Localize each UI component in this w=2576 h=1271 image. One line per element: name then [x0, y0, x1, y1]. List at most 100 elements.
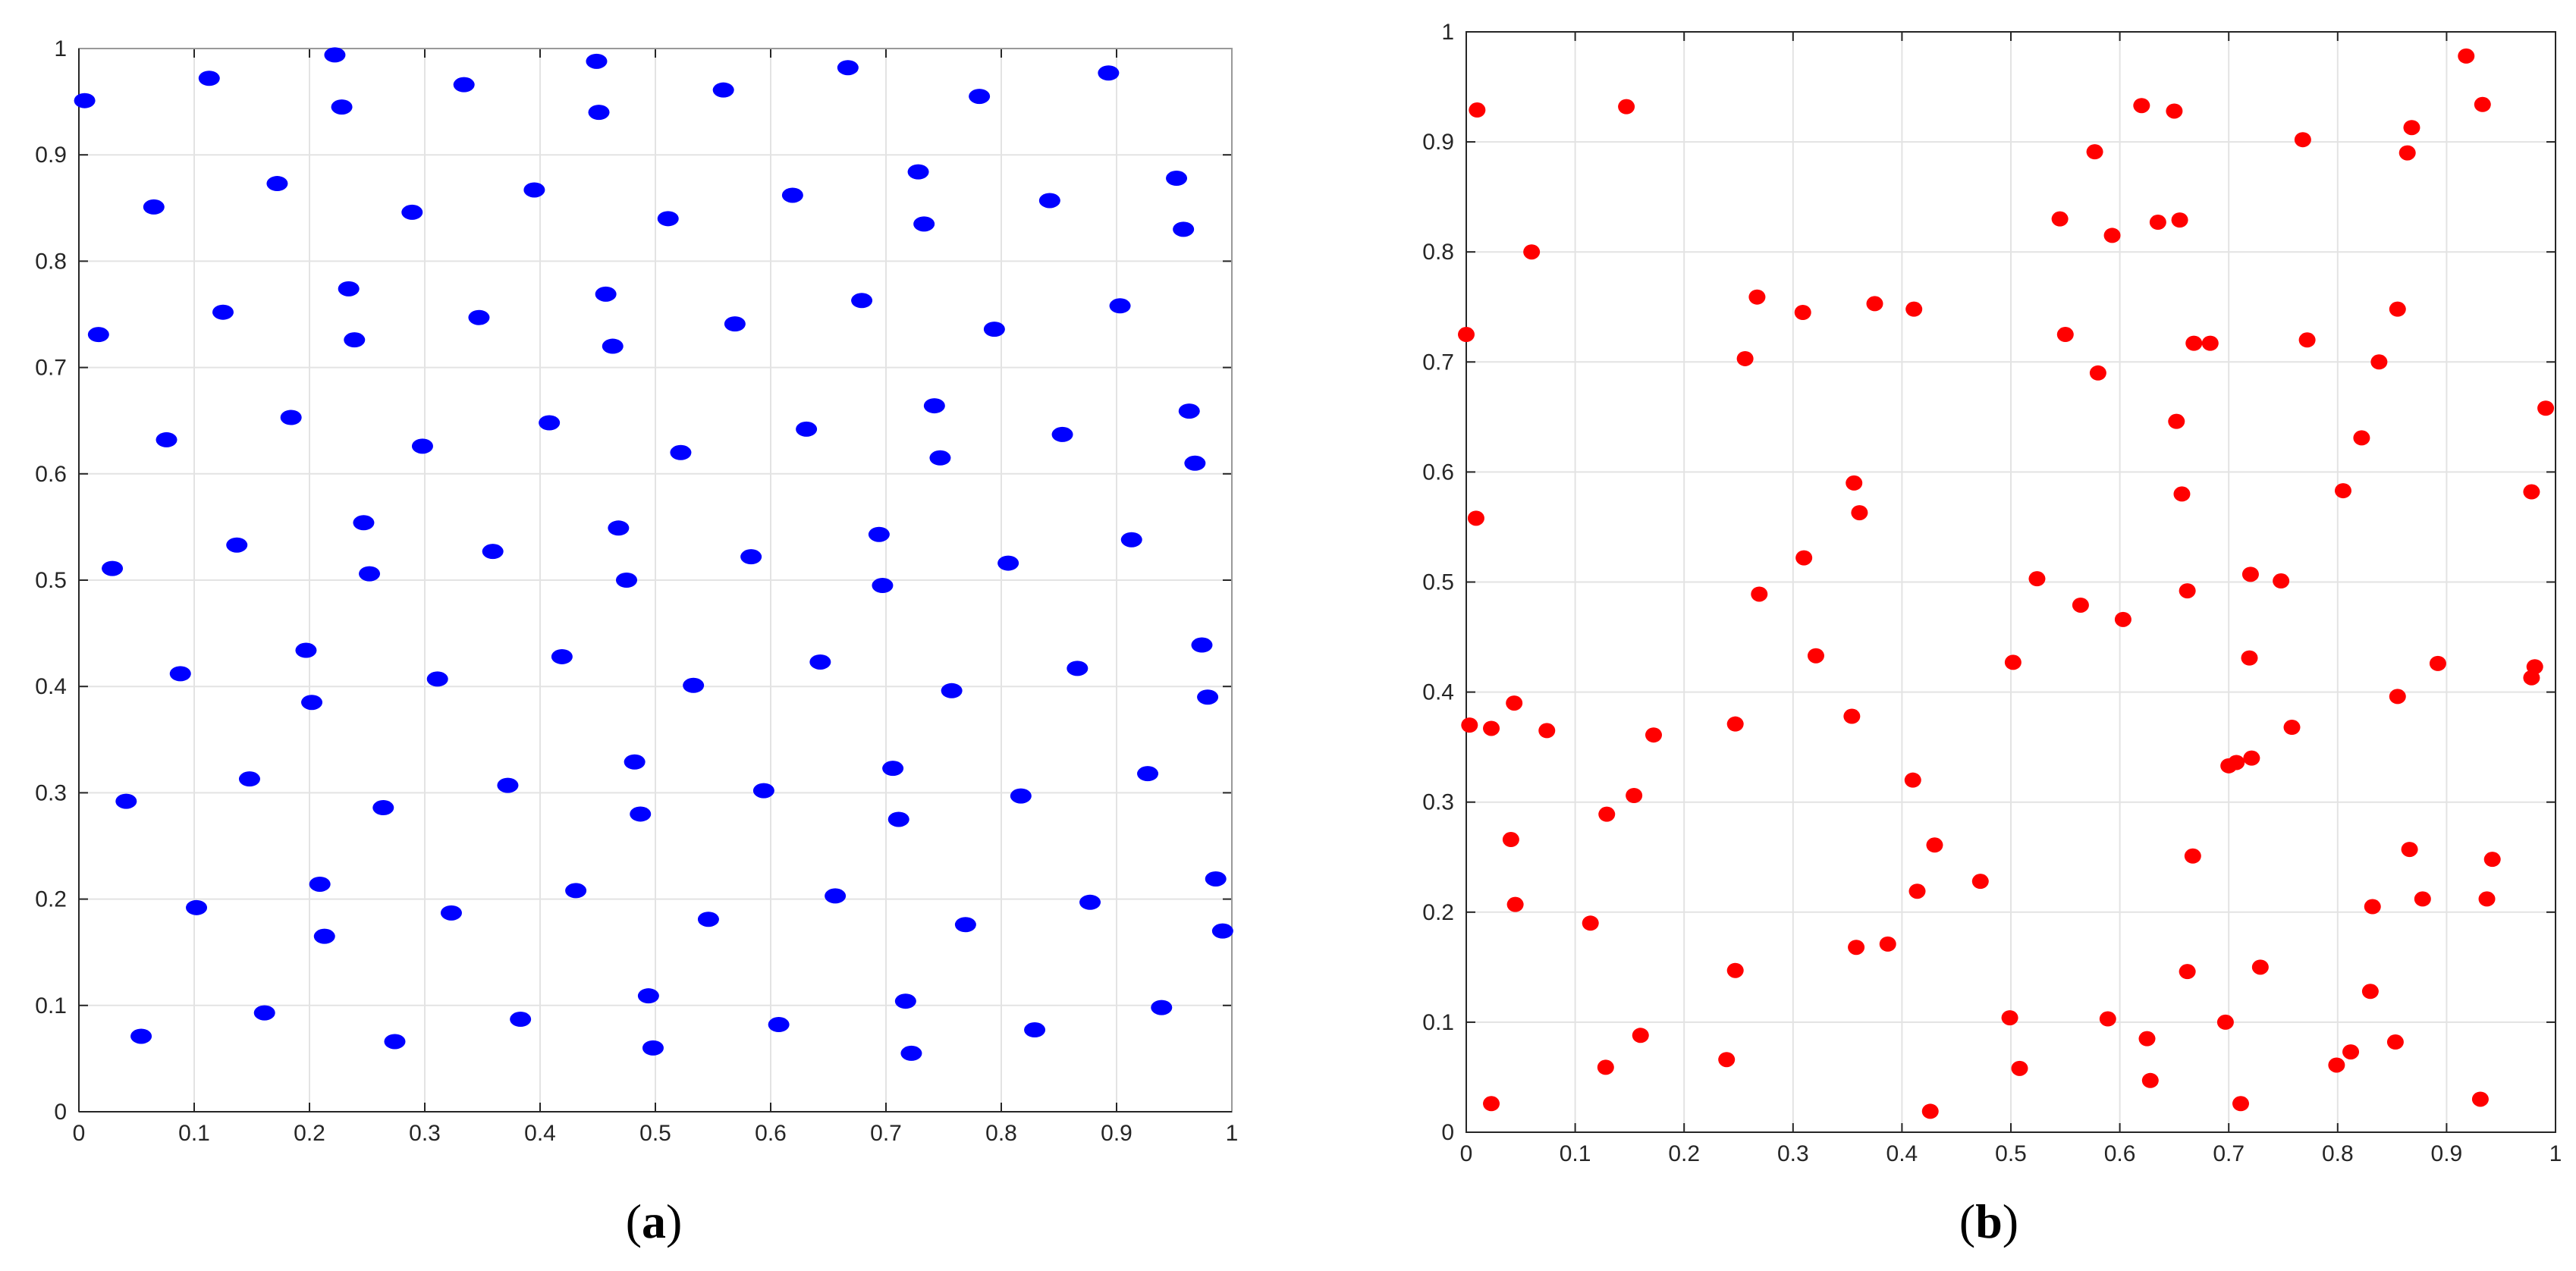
- y-tick-label: 0.5: [1422, 570, 1454, 595]
- x-tick-label: 1: [2549, 1141, 2562, 1166]
- caption-b-letter: b: [1975, 1194, 2003, 1248]
- x-tick-label: 1: [1226, 1121, 1239, 1146]
- y-tick-label: 0.6: [1422, 460, 1454, 485]
- data-point: [2028, 571, 2046, 587]
- data-point: [894, 993, 916, 1009]
- data-point: [2086, 144, 2103, 160]
- data-point: [1626, 787, 1643, 803]
- x-tick-label: 0.5: [1995, 1141, 2027, 1166]
- data-point: [2011, 1060, 2028, 1076]
- data-point: [923, 398, 945, 414]
- data-point: [2184, 848, 2201, 864]
- data-point: [1866, 296, 1883, 312]
- y-tick-label: 0.1: [35, 993, 67, 1018]
- y-tick-label: 0.9: [35, 143, 67, 168]
- data-point: [2403, 120, 2420, 136]
- data-point: [588, 105, 610, 121]
- x-tick-label: 0.3: [1777, 1141, 1809, 1166]
- data-point: [253, 1005, 275, 1021]
- x-tick-label: 0.7: [870, 1121, 902, 1146]
- data-point: [608, 520, 630, 536]
- data-point: [2364, 899, 2381, 915]
- data-point: [497, 777, 519, 793]
- y-tick-label: 0: [54, 1100, 67, 1125]
- data-point: [2241, 566, 2259, 582]
- x-tick-label: 0.1: [1560, 1141, 1591, 1166]
- x-tick-label: 0.9: [1101, 1121, 1132, 1146]
- data-point: [2328, 1057, 2345, 1073]
- data-point: [1067, 661, 1089, 676]
- data-point: [900, 1045, 922, 1061]
- data-point: [781, 187, 803, 203]
- data-point: [624, 754, 646, 770]
- data-point: [2166, 103, 2183, 119]
- y-tick-label: 0.2: [1422, 900, 1454, 925]
- data-point: [1795, 550, 1813, 566]
- data-point: [1726, 962, 1744, 978]
- x-tick-label: 0.8: [985, 1121, 1017, 1146]
- data-point: [2523, 670, 2540, 686]
- data-point: [1598, 806, 1616, 822]
- data-point: [1191, 637, 1213, 653]
- data-point: [280, 410, 302, 425]
- data-point: [1483, 1096, 1500, 1112]
- data-point: [941, 683, 963, 698]
- data-point: [1458, 327, 1475, 343]
- data-point: [1851, 505, 1868, 521]
- data-point: [1726, 716, 1744, 732]
- data-point: [2185, 335, 2203, 351]
- data-point: [186, 899, 208, 915]
- y-tick-label: 0.4: [35, 674, 67, 699]
- data-point: [411, 438, 433, 454]
- data-point: [2173, 486, 2191, 502]
- y-tick-label: 0.3: [1422, 790, 1454, 815]
- data-point: [2389, 689, 2406, 705]
- data-point: [2141, 1072, 2159, 1088]
- data-point: [212, 304, 234, 320]
- data-point: [510, 1012, 532, 1028]
- data-point: [602, 338, 624, 354]
- data-point: [1151, 1000, 1173, 1015]
- data-point: [2370, 354, 2388, 370]
- x-tick-label: 0: [73, 1121, 86, 1146]
- data-point: [523, 182, 545, 198]
- data-point: [1632, 1028, 1649, 1043]
- x-tick-label: 0.1: [178, 1121, 210, 1146]
- data-point: [426, 671, 448, 687]
- data-point: [1506, 896, 1524, 912]
- data-point: [2103, 228, 2121, 243]
- data-point: [2133, 98, 2150, 114]
- data-point: [102, 560, 124, 576]
- data-point: [1843, 708, 1861, 724]
- data-point: [983, 322, 1005, 337]
- x-tick-label: 0.6: [2104, 1141, 2136, 1166]
- scatter-panel-a: 0 0.1 0.2 0.3 0.4 0.5 0.6 0.7 0.8 0.9 1 0 0.1 0.2 0.3 0…: [35, 36, 1238, 1146]
- data-point: [724, 316, 746, 332]
- caption-a: (a): [626, 1194, 683, 1248]
- x-tick-label: 0.4: [524, 1121, 556, 1146]
- data-point: [2241, 650, 2258, 666]
- y-tick-label: 1: [1441, 20, 1454, 45]
- data-point: [2099, 1011, 2116, 1027]
- data-point: [1618, 99, 1635, 115]
- data-point: [2334, 483, 2351, 499]
- y-tick-label: 0.7: [1422, 350, 1454, 375]
- data-point: [115, 793, 137, 809]
- data-point: [1846, 475, 1863, 491]
- y-tick-label: 0.6: [35, 462, 67, 487]
- x-tick-label: 0.5: [639, 1121, 671, 1146]
- data-point: [712, 82, 734, 98]
- data-point: [1506, 695, 1523, 711]
- data-point: [2429, 655, 2446, 671]
- y-tick-label: 0.4: [1422, 680, 1454, 705]
- data-point: [2004, 654, 2022, 670]
- data-point: [2353, 430, 2370, 446]
- data-point: [453, 77, 475, 93]
- x-tick-label: 0.4: [1886, 1141, 1918, 1166]
- data-point: [2056, 327, 2074, 343]
- data-point: [2114, 611, 2131, 627]
- data-point: [1971, 874, 1989, 890]
- data-point: [2149, 215, 2166, 231]
- data-point: [313, 928, 335, 944]
- data-point: [169, 666, 191, 682]
